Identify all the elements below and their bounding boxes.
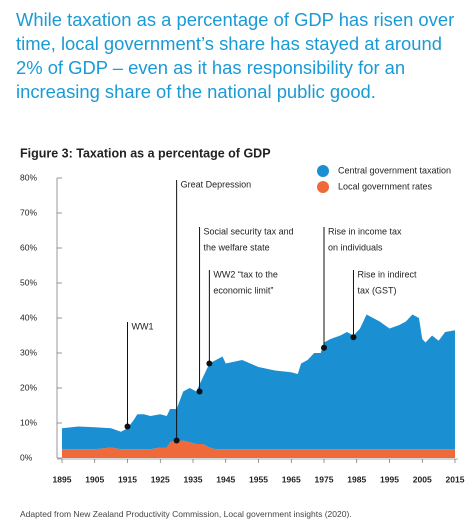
y-tick-label: 50% — [20, 277, 37, 287]
annotation-dot — [196, 388, 203, 395]
source: Adapted from New Zealand Productivity Co… — [20, 509, 352, 519]
x-tick-label: 1995 — [380, 474, 399, 484]
annotation-label: the welfare state — [204, 242, 270, 252]
x-tick-label: 2005 — [413, 474, 432, 484]
x-tick-label: 1955 — [249, 474, 268, 484]
headline: While taxation as a percentage of GDP ha… — [16, 9, 455, 102]
x-tick-label: 2015 — [446, 474, 465, 484]
legend-label: Local government rates — [338, 181, 433, 191]
y-tick-label: 10% — [20, 417, 37, 427]
annotation-label: Rise in income tax — [328, 226, 402, 236]
annotation-dot — [321, 344, 327, 351]
y-tick-label: 20% — [20, 382, 37, 392]
y-tick-label: 70% — [20, 207, 37, 217]
annotation-dot — [206, 360, 213, 367]
x-tick-label: 1965 — [282, 474, 301, 484]
x-tick-label: 1895 — [53, 474, 72, 484]
x-tick-label: 1915 — [118, 474, 137, 484]
annotation-label: tax (GST) — [357, 285, 396, 295]
y-tick-label: 40% — [20, 312, 37, 322]
annotation-dot — [124, 423, 131, 430]
legend-label: Central government taxation — [338, 165, 451, 175]
annotation-label: Social security tax and — [204, 226, 294, 236]
chart-title: Figure 3: Taxation as a percentage of GD… — [20, 146, 271, 160]
annotation-label: Rise in indirect — [357, 269, 417, 279]
annotation-label: economic limit” — [213, 285, 273, 295]
area — [62, 314, 455, 450]
x-tick-label: 1905 — [85, 474, 104, 484]
y-tick-label: 80% — [20, 172, 37, 182]
x-tick-label: 1985 — [347, 474, 366, 484]
annotation-label: on individuals — [328, 242, 383, 252]
y-tick-label: 30% — [20, 347, 37, 357]
annotation-label: WW1 — [132, 321, 154, 331]
annotation-dot — [173, 437, 180, 444]
annotation-dot — [350, 334, 357, 341]
x-tick-label: 1925 — [151, 474, 170, 484]
y-tick-label: 0% — [20, 452, 33, 462]
x-tick-label: 1935 — [184, 474, 203, 484]
annotation-label: WW2 “tax to the — [213, 269, 278, 279]
x-tick-label: 1945 — [216, 474, 235, 484]
legend-swatch — [317, 181, 329, 193]
y-tick-label: 60% — [20, 242, 37, 252]
x-tick-label: 1975 — [315, 474, 334, 484]
annotation-label: Great Depression — [181, 179, 252, 189]
legend-swatch — [317, 165, 329, 177]
